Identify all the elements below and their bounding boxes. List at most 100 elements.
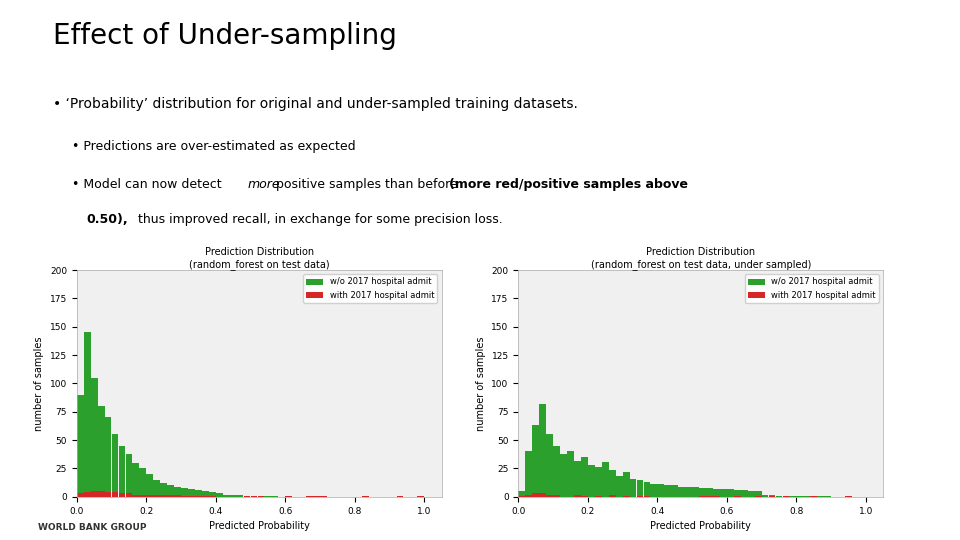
Bar: [609, 495, 615, 497]
Bar: [595, 496, 602, 497]
Bar: [546, 434, 553, 497]
Text: thus improved recall, in exchange for some precision loss.: thus improved recall, in exchange for so…: [134, 213, 503, 226]
Bar: [685, 487, 692, 497]
Bar: [699, 496, 706, 497]
Bar: [699, 488, 706, 497]
Bar: [167, 485, 174, 497]
Bar: [119, 446, 126, 497]
X-axis label: Predicted Probability: Predicted Probability: [650, 521, 752, 531]
Bar: [651, 484, 658, 497]
Bar: [782, 496, 789, 497]
Bar: [84, 492, 90, 497]
Bar: [285, 496, 292, 497]
Bar: [574, 461, 581, 497]
Bar: [776, 496, 782, 497]
Bar: [105, 492, 111, 497]
Bar: [636, 496, 643, 497]
Bar: [713, 496, 720, 497]
Bar: [181, 496, 188, 497]
Bar: [707, 488, 713, 497]
Text: WORLD BANK GROUP: WORLD BANK GROUP: [38, 523, 147, 532]
Bar: [154, 495, 160, 497]
Bar: [306, 496, 313, 497]
Bar: [91, 378, 98, 497]
Bar: [567, 451, 574, 497]
Y-axis label: number of samples: number of samples: [476, 336, 486, 431]
Bar: [265, 496, 272, 497]
Bar: [769, 495, 776, 497]
Text: (more red/positive samples above: (more red/positive samples above: [449, 178, 688, 191]
Y-axis label: number of samples: number of samples: [35, 336, 44, 431]
Bar: [623, 472, 630, 497]
X-axis label: Predicted Probability: Predicted Probability: [208, 521, 310, 531]
Bar: [546, 495, 553, 497]
Bar: [126, 454, 132, 497]
Bar: [229, 495, 236, 497]
Title: Prediction Distribution
(random_forest on test data): Prediction Distribution (random_forest o…: [189, 247, 329, 270]
Text: Effect of Under-sampling: Effect of Under-sampling: [53, 22, 396, 50]
Bar: [804, 496, 810, 497]
Bar: [643, 496, 650, 497]
Bar: [679, 487, 685, 497]
Bar: [720, 489, 727, 497]
Bar: [581, 457, 588, 497]
Bar: [540, 404, 546, 497]
Bar: [692, 487, 699, 497]
Bar: [154, 480, 160, 497]
Bar: [257, 496, 264, 497]
Bar: [817, 496, 824, 497]
Bar: [111, 492, 118, 497]
Bar: [202, 496, 208, 497]
Bar: [707, 496, 713, 497]
Bar: [810, 496, 817, 497]
Bar: [782, 496, 789, 497]
Bar: [91, 491, 98, 497]
Bar: [588, 465, 595, 497]
Bar: [671, 485, 678, 497]
Bar: [84, 332, 90, 497]
Bar: [98, 406, 105, 497]
Bar: [111, 434, 118, 497]
Bar: [713, 489, 720, 497]
Bar: [615, 476, 622, 497]
Bar: [727, 489, 733, 497]
Legend: w/o 2017 hospital admit, with 2017 hospital admit: w/o 2017 hospital admit, with 2017 hospi…: [303, 274, 438, 303]
Bar: [741, 490, 748, 497]
Bar: [132, 495, 139, 497]
Text: • Model can now detect: • Model can now detect: [72, 178, 226, 191]
Bar: [362, 496, 369, 497]
Text: 0.50),: 0.50),: [86, 213, 128, 226]
Bar: [244, 496, 251, 497]
Bar: [139, 495, 146, 497]
Bar: [257, 496, 264, 497]
Bar: [581, 496, 588, 497]
Bar: [609, 470, 615, 497]
Bar: [126, 494, 132, 497]
Bar: [540, 494, 546, 497]
Bar: [574, 495, 581, 497]
Bar: [755, 491, 761, 497]
Bar: [755, 496, 761, 497]
Bar: [396, 496, 403, 497]
Text: • Predictions are over-estimated as expected: • Predictions are over-estimated as expe…: [72, 140, 355, 153]
Bar: [748, 491, 755, 497]
Bar: [595, 467, 602, 497]
Bar: [525, 451, 532, 497]
Bar: [119, 494, 126, 497]
Bar: [643, 482, 650, 497]
Bar: [761, 495, 768, 497]
Bar: [525, 495, 532, 497]
Bar: [188, 496, 195, 497]
Bar: [733, 496, 741, 497]
Bar: [244, 496, 251, 497]
Bar: [533, 426, 540, 497]
Legend: w/o 2017 hospital admit, with 2017 hospital admit: w/o 2017 hospital admit, with 2017 hospi…: [745, 274, 879, 303]
Bar: [664, 485, 671, 497]
Bar: [623, 496, 630, 497]
Text: positive samples than before: positive samples than before: [272, 178, 462, 191]
Bar: [209, 492, 216, 497]
Bar: [769, 496, 776, 497]
Bar: [167, 495, 174, 497]
Bar: [174, 495, 180, 497]
Bar: [733, 490, 741, 497]
